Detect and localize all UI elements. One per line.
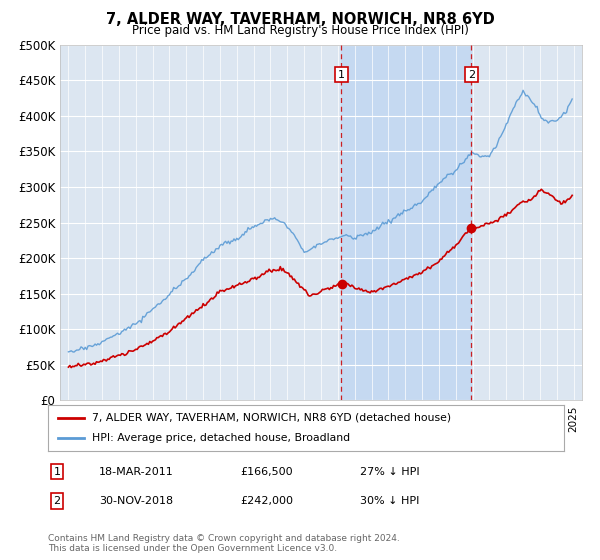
Text: HPI: Average price, detached house, Broadland: HPI: Average price, detached house, Broa… (92, 433, 350, 444)
Text: 1: 1 (53, 466, 61, 477)
Text: Price paid vs. HM Land Registry's House Price Index (HPI): Price paid vs. HM Land Registry's House … (131, 24, 469, 36)
Text: 1: 1 (338, 69, 345, 80)
Text: Contains HM Land Registry data © Crown copyright and database right 2024.
This d: Contains HM Land Registry data © Crown c… (48, 534, 400, 553)
Text: £166,500: £166,500 (240, 466, 293, 477)
Bar (341, 45, 471, 400)
Text: 27% ↓ HPI: 27% ↓ HPI (360, 466, 419, 477)
Text: 7, ALDER WAY, TAVERHAM, NORWICH, NR8 6YD: 7, ALDER WAY, TAVERHAM, NORWICH, NR8 6YD (106, 12, 494, 27)
Text: 18-MAR-2011: 18-MAR-2011 (99, 466, 174, 477)
Text: £242,000: £242,000 (240, 496, 293, 506)
Text: 2: 2 (53, 496, 61, 506)
Text: 2: 2 (467, 69, 475, 80)
Text: 30% ↓ HPI: 30% ↓ HPI (360, 496, 419, 506)
Text: 30-NOV-2018: 30-NOV-2018 (99, 496, 173, 506)
Text: 7, ALDER WAY, TAVERHAM, NORWICH, NR8 6YD (detached house): 7, ALDER WAY, TAVERHAM, NORWICH, NR8 6YD… (92, 413, 451, 423)
